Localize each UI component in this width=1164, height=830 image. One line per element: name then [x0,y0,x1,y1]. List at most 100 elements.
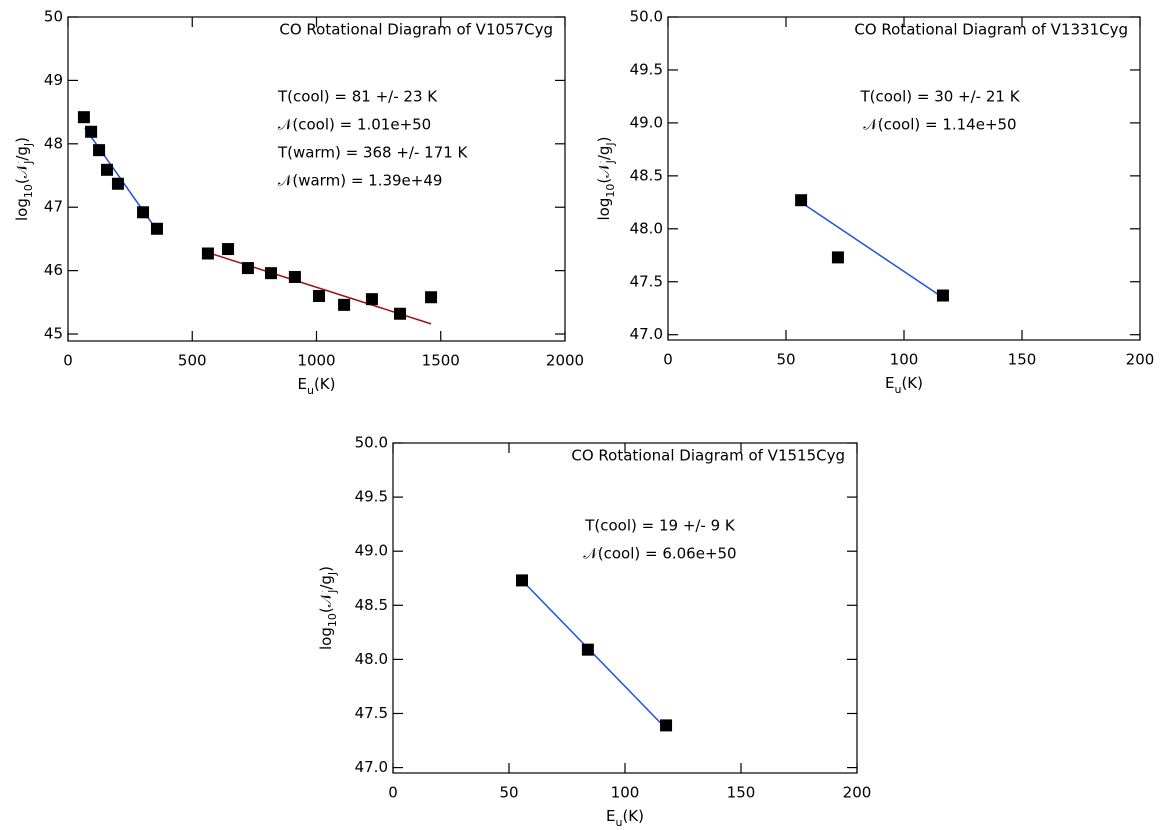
marker [660,719,673,732]
x-tick-label: 200 [1126,351,1155,369]
marker [137,206,150,219]
marker [515,574,528,587]
plot-frame [392,442,858,774]
y-tick-label: 49.0 [630,113,663,131]
x-tick-label: 100 [611,784,640,802]
label-part: ) [595,136,613,142]
y-tick-label: 48.5 [630,166,663,184]
label-part: (𝒩 [595,161,613,184]
y-tick-label: 49 [44,71,63,89]
x-tick-label: 50 [499,784,518,802]
marker [936,289,949,302]
y-tick-label: 50.0 [355,434,388,452]
annotation: 𝒩(cool) = 6.06e+50 [583,545,736,563]
marker [111,177,124,190]
y-tick-label: 47 [44,198,63,216]
y-tick-label: 50 [44,8,63,26]
y-tick-label: 48 [44,134,63,152]
label-part: J [604,160,617,164]
x-tick-label: 0 [388,784,398,802]
chart-title: CO Rotational Diagram of V1515Cyg [571,447,845,465]
label-part: 10 [326,613,339,627]
y-tick-label: 45 [44,325,63,343]
label-part: 10 [22,184,35,198]
marker [201,247,214,260]
marker [77,111,90,124]
x-axis-label: Eu(K) [297,375,335,397]
y-axis-label: log10(𝒩J/gJ) [13,137,35,221]
label-part: log [595,198,613,221]
label-part: ) [13,137,31,143]
label-part: /g [13,146,31,161]
y-tick-label: 47.5 [630,272,663,290]
label-part: J [604,142,617,146]
label-part: E [606,807,615,825]
marker [425,291,438,304]
chart: 0 50 100 150 200 47.0 47.5 48.0 48.5 49.0 49.5 50.0… [595,8,1155,396]
chart: 0 50 100 150 200 47.0 47.5 48.0 48.5 49.0 49.5 50.0… [317,434,872,829]
label-part: log [317,627,335,650]
annotation: 𝒩(cool) = 1.14e+50 [863,116,1016,134]
x-tick-label: 150 [1008,351,1037,369]
label-part: (K) [901,374,923,392]
y-tick-label: 47.0 [630,325,663,343]
y-axis-label: log10(𝒩J/gJ) [595,136,617,220]
x-tick-label: 0 [63,352,73,370]
y-axis-label: log10(𝒩J/gJ) [317,566,339,650]
marker [365,293,378,306]
annotation: T(cool) = 81 +/- 23 K [277,88,438,106]
marker [795,194,808,207]
x-tick-label: 150 [727,784,756,802]
x-axis-label: Eu(K) [885,374,923,396]
y-tick-label: 48.0 [630,219,663,237]
marker [150,222,163,235]
label-part: log [13,198,31,221]
label-part: E [297,375,306,393]
label-part: (K) [314,375,336,393]
marker [312,289,325,302]
fit-line [521,579,667,730]
y-tick-label: 48.0 [355,650,388,668]
chart-title: CO Rotational Diagram of V1057Cyg [279,21,553,39]
marker [265,267,278,280]
label-part: E [885,374,894,392]
marker [241,262,254,275]
label-part: u [615,816,622,829]
label-part: ) [317,566,335,572]
marker [393,307,406,320]
y-tick-label: 47.0 [355,758,388,776]
annotation: T(warm) = 368 +/- 171 K [277,144,469,162]
x-tick-label: 50 [776,351,795,369]
fit-line [800,201,944,299]
x-tick-label: 0 [663,351,673,369]
marker [288,270,301,283]
x-tick-label: 1000 [297,352,335,370]
y-tick-label: 46 [44,261,63,279]
label-part: u [894,383,901,396]
marker [101,163,114,176]
y-tick-label: 50.0 [630,8,663,26]
x-tick-label: 1500 [422,352,460,370]
y-tick-label: 48.5 [355,596,388,614]
x-tick-label: 100 [890,351,919,369]
label-part: (𝒩 [13,161,31,184]
marker [581,643,594,656]
label-part: /g [317,575,335,590]
label-part: (K) [622,807,644,825]
y-tick-label: 49.5 [630,60,663,78]
label-part: 10 [604,184,617,198]
label-part: J [22,143,35,147]
plot-frame [667,16,1141,341]
marker [222,243,235,256]
x-tick-label: 2000 [546,352,584,370]
annotation: 𝒩(warm) = 1.39e+49 [278,172,442,190]
chart: 0 500 1000 1500 2000 45 46 47 48 49 50 Eu(K) log10(𝒩… [13,8,585,397]
x-axis-label: Eu(K) [606,807,644,829]
label-part: u [307,384,314,397]
y-tick-label: 49.0 [355,542,388,560]
chart-title: CO Rotational Diagram of V1331Cyg [854,21,1128,39]
label-part: J [326,590,339,594]
annotation: 𝒩(cool) = 1.01e+50 [278,116,431,134]
annotation: T(cool) = 30 +/- 21 K [859,88,1020,106]
